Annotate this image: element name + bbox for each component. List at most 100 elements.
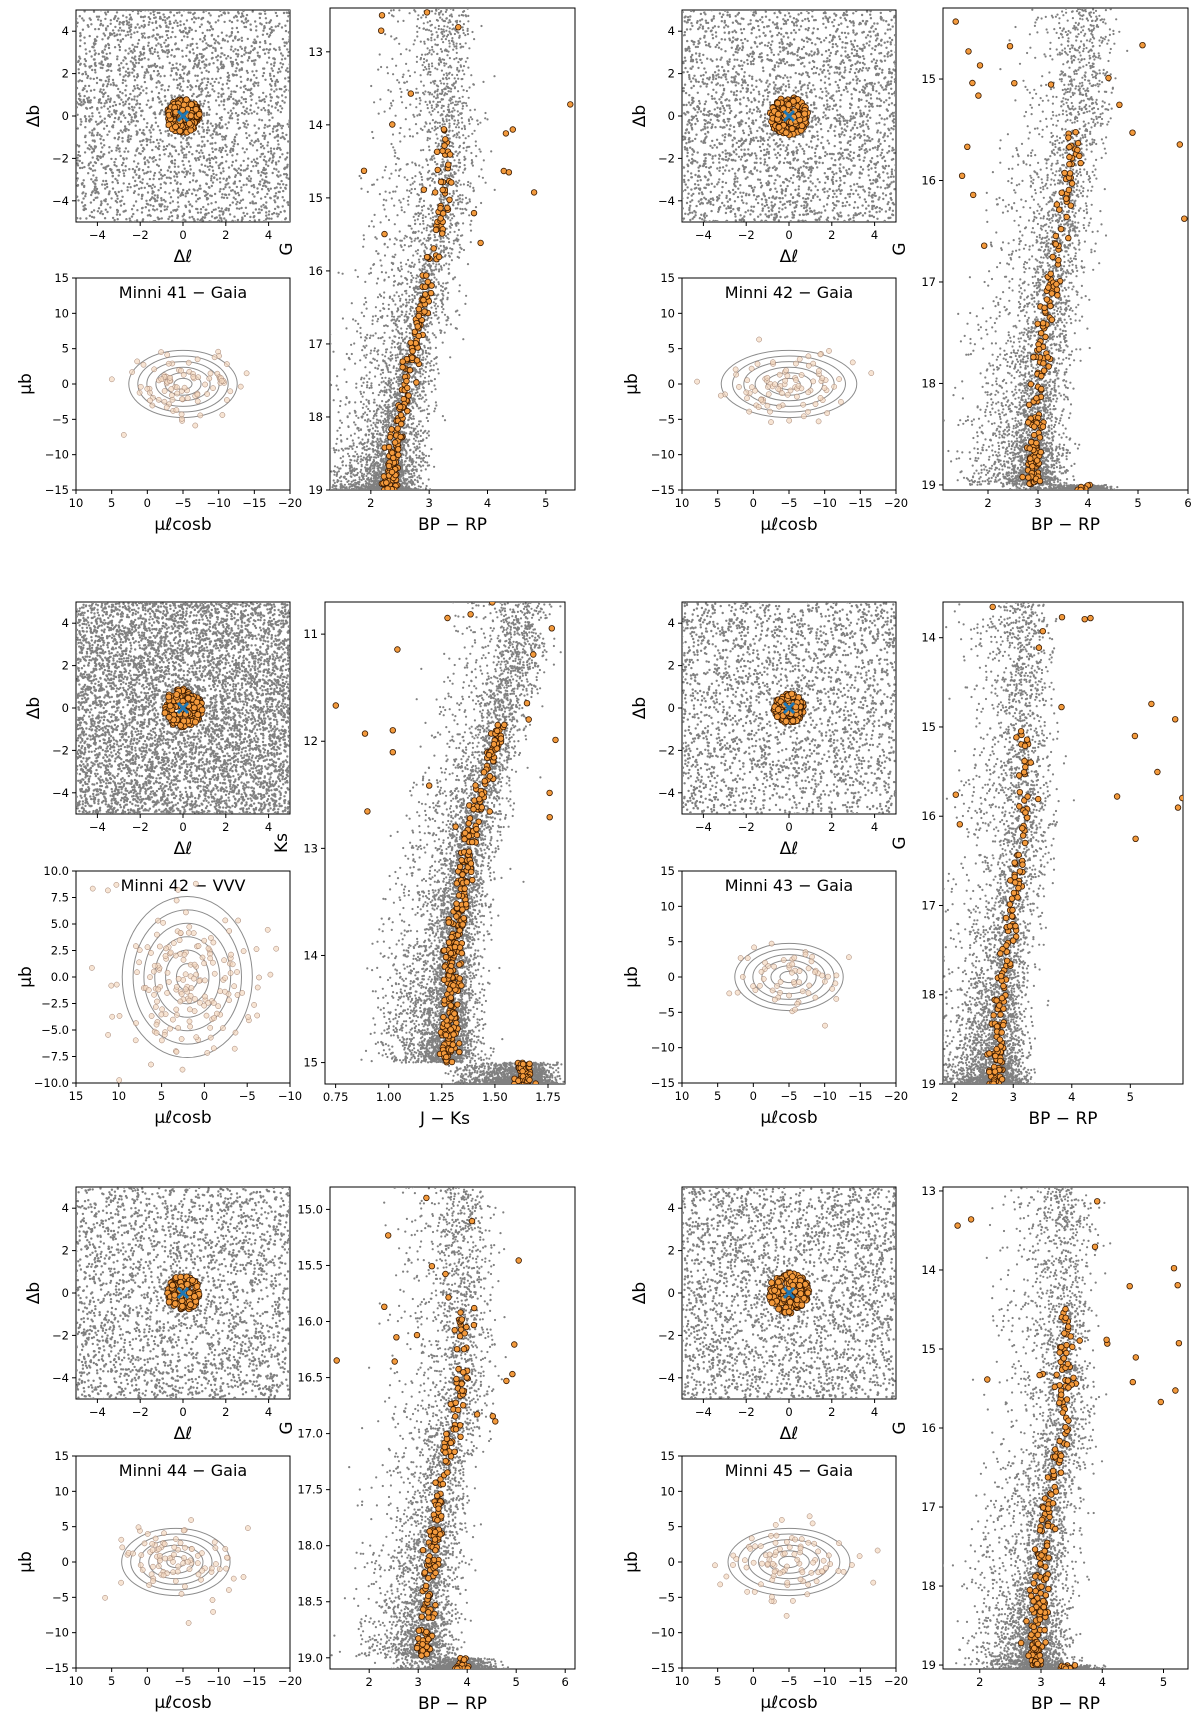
field-star [456,110,459,113]
field-star [229,93,233,96]
field-star [250,44,253,48]
field-star [405,263,408,266]
field-star [100,200,103,203]
field-star [467,118,470,121]
field-star [161,18,165,22]
field-star [133,106,136,109]
field-star [97,122,100,126]
field-star [200,71,203,74]
field-star [413,187,417,191]
field-star [116,218,119,221]
field-star [408,189,411,192]
field-star [236,200,239,204]
field-star [140,197,143,200]
field-star [133,95,136,98]
field-star [367,438,370,441]
field-star [440,38,443,41]
field-star [414,431,418,434]
field-star [229,150,232,154]
field-star [127,96,131,100]
y-tick-label: −5 [52,412,69,426]
field-star [240,67,243,70]
field-star [140,57,144,61]
field-star [206,158,209,161]
field-star [288,220,290,222]
field-star [200,23,203,26]
field-star [282,183,285,186]
field-star [175,73,178,76]
field-star [448,254,451,257]
field-star [133,220,137,222]
field-star [256,35,259,38]
field-star [448,14,451,17]
field-star [263,126,266,129]
field-star [365,301,368,304]
field-star [159,132,163,135]
field-star [247,157,250,160]
field-star [108,110,111,113]
field-star [237,53,240,56]
field-star [220,118,223,122]
field-star [76,184,79,187]
field-star [85,217,88,220]
field-star [192,174,195,177]
field-star [413,39,416,42]
field-star [213,130,216,133]
field-star [202,170,205,173]
field-star [117,168,121,172]
field-star [283,101,286,104]
field-star [235,84,239,88]
field-star [253,110,256,113]
field-star [142,89,145,92]
field-star [380,381,383,384]
field-star [279,186,282,189]
field-star [401,293,404,296]
field-star [114,191,117,194]
field-star [423,376,427,379]
field-star [442,290,445,293]
field-star [406,88,409,92]
field-star [414,123,418,126]
field-star [442,236,445,239]
plot-area [330,8,574,490]
field-star [213,217,217,220]
field-star [131,10,134,13]
y-tick-label: −10 [45,448,69,462]
field-star [237,167,240,170]
field-star [439,331,442,334]
field-star [225,57,228,60]
field-star [169,11,172,14]
field-star [172,14,176,17]
field-star [100,135,103,138]
field-star [245,148,248,151]
field-star [484,111,487,115]
field-star [180,39,184,42]
field-star [436,68,439,71]
field-star [187,11,190,14]
field-star [381,176,384,179]
field-star [109,206,112,209]
field-star [394,354,397,357]
field-star [429,364,432,367]
field-star [111,29,115,32]
field-star [414,91,418,94]
field-star [344,403,347,406]
field-star [449,231,452,234]
field-star [376,252,380,255]
field-star [76,127,80,130]
field-star [221,138,224,141]
field-star [224,143,227,147]
field-star [457,195,460,198]
field-star [78,44,82,48]
field-star [130,215,134,218]
field-star [153,185,156,188]
field-star [198,151,201,154]
field-star [203,66,206,69]
field-star [339,419,342,422]
field-star [133,45,137,48]
field-star [422,459,425,462]
field-star [239,164,243,167]
field-star [233,135,237,139]
field-star [128,18,131,21]
field-star [206,192,209,195]
